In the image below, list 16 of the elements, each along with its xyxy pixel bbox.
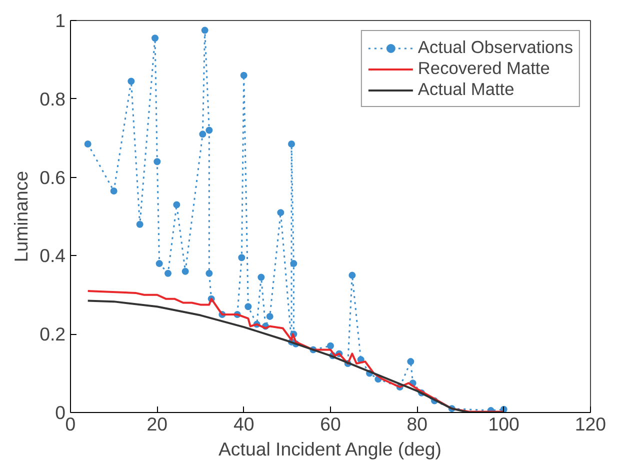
y-axis-title: Luminance — [10, 170, 32, 262]
y-tick-label: 0.4 — [40, 245, 66, 266]
y-tick-label: 1 — [55, 10, 66, 31]
legend-label: Actual Matte — [418, 79, 514, 100]
x-tick-label: 100 — [488, 414, 520, 434]
legend-label: Actual Observations — [418, 37, 573, 58]
x-tick-label: 120 — [574, 414, 606, 434]
legend-label: Recovered Matte — [418, 58, 550, 79]
y-tick-label: 0.8 — [40, 88, 66, 110]
x-tick-label: 40 — [233, 414, 254, 434]
y-tick-label: 0.6 — [40, 166, 66, 188]
x-tick-label: 80 — [406, 414, 428, 434]
x-tick-label: 20 — [146, 414, 168, 434]
y-tick-label: 0.2 — [40, 324, 66, 345]
x-tick-label: 60 — [320, 414, 341, 434]
x-axis-title: Actual Incident Angle (deg) — [218, 438, 442, 460]
